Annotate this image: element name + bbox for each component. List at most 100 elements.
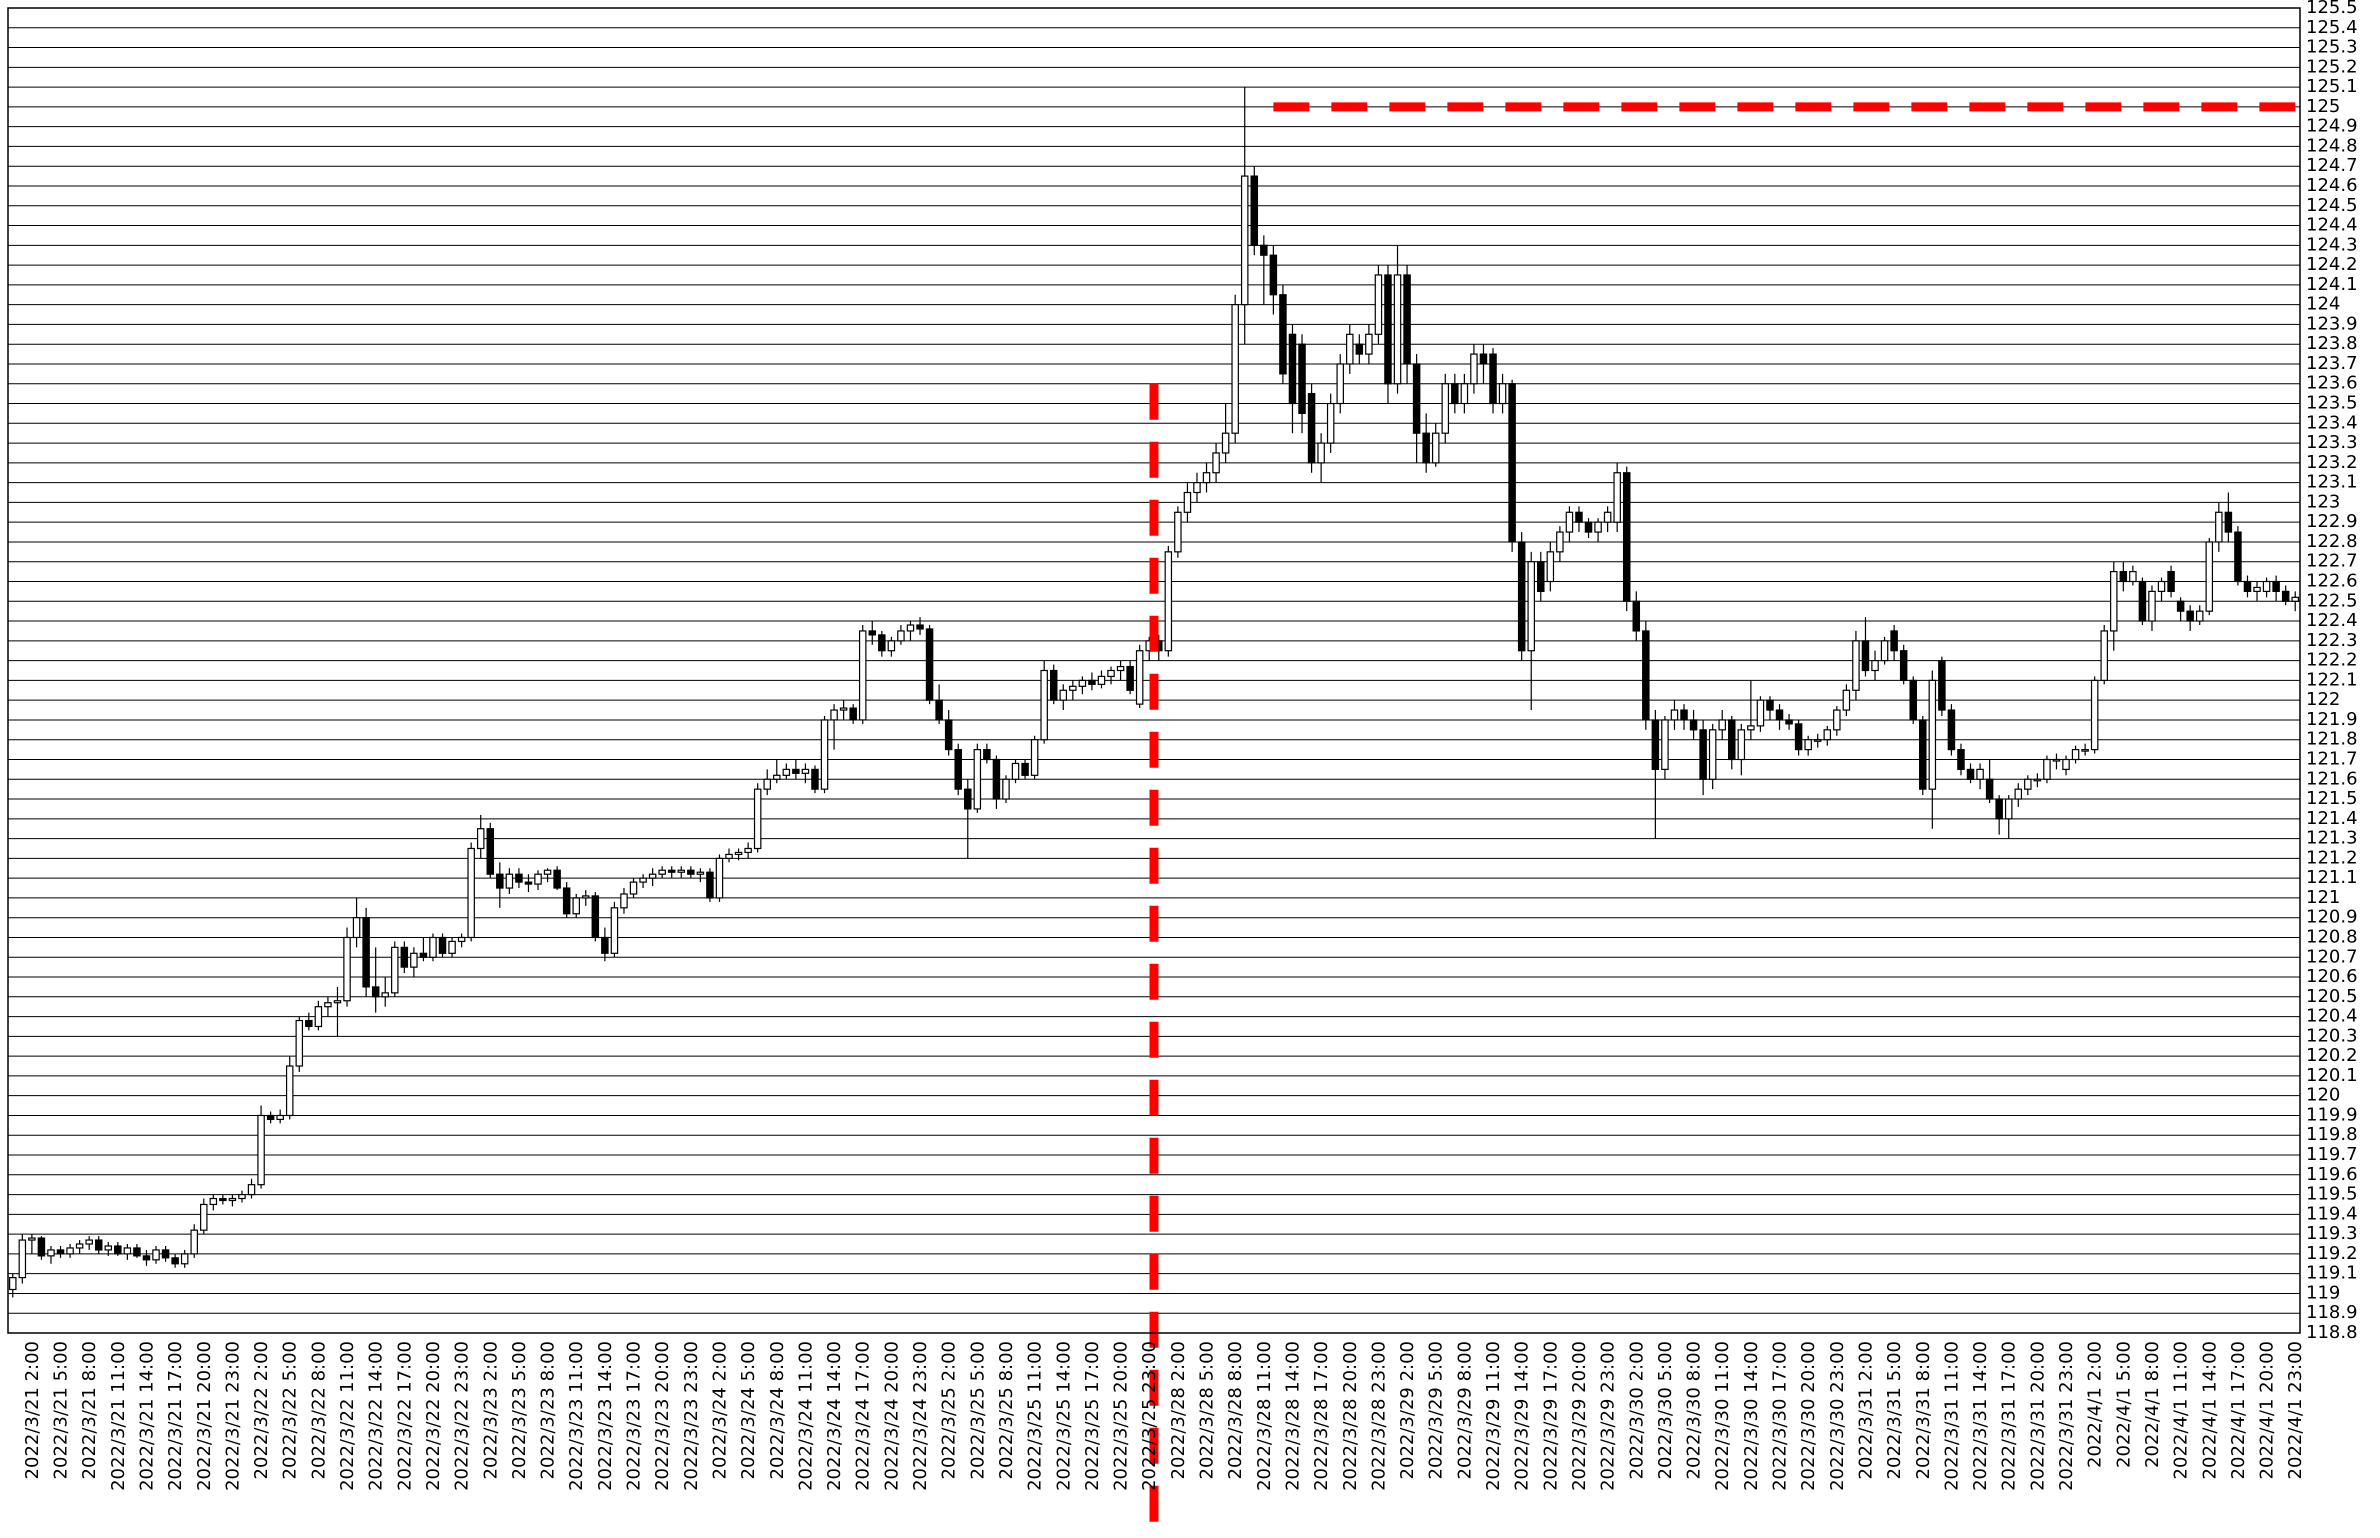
- x-tick-label: 2022/3/22 8:00: [308, 1341, 329, 1479]
- y-tick-label: 120.8: [2306, 926, 2358, 947]
- x-tick-label: 2022/3/31 5:00: [1884, 1341, 1905, 1479]
- x-tick-label: 2022/3/23 17:00: [624, 1341, 645, 1491]
- candle-body: [1565, 511, 1574, 533]
- x-tick-label: 2022/3/30 20:00: [1798, 1341, 1819, 1491]
- candle-body: [648, 873, 657, 879]
- candle-body: [343, 936, 351, 1002]
- x-tick-label: 2022/3/21 20:00: [194, 1341, 215, 1491]
- candle-body: [925, 628, 934, 701]
- x-tick-label: 2022/4/1 8:00: [2142, 1341, 2163, 1468]
- candle-body: [667, 869, 676, 873]
- y-tick-label: 121.3: [2306, 828, 2358, 849]
- x-tick-label: 2022/3/22 2:00: [251, 1341, 272, 1479]
- candle-body: [1365, 333, 1373, 355]
- y-tick-label: 125: [2306, 96, 2340, 117]
- x-tick-label: 2022/3/29 11:00: [1483, 1341, 1504, 1491]
- candle-body: [2119, 571, 2128, 583]
- x-tick-label: 2022/3/25 5:00: [967, 1341, 988, 1479]
- candle-body: [1451, 383, 1459, 405]
- x-tick-label: 2022/3/21 8:00: [79, 1341, 100, 1479]
- y-tick-label: 122.1: [2306, 669, 2358, 690]
- candle-body: [1403, 274, 1411, 365]
- y-tick-label: 121.9: [2306, 709, 2358, 730]
- candle-body: [1317, 442, 1325, 464]
- y-tick-label: 122.6: [2306, 571, 2358, 592]
- reference-lines: [1149, 102, 2296, 1525]
- candle-body: [161, 1249, 170, 1259]
- candle-body: [152, 1249, 160, 1261]
- candle-body: [677, 869, 686, 873]
- y-tick-label: 123.5: [2306, 393, 2358, 414]
- candle-body: [1279, 294, 1287, 375]
- candle-body: [1957, 749, 1965, 770]
- y-tick-label: 123.3: [2306, 432, 2358, 453]
- candle-body: [1747, 725, 1755, 731]
- y-tick-label: 121.2: [2306, 847, 2358, 868]
- y-tick-label: 119.7: [2306, 1144, 2358, 1165]
- candle-body: [381, 992, 389, 998]
- candle-body: [1794, 723, 1803, 751]
- candle-body: [1527, 561, 1535, 652]
- candle-body: [66, 1247, 74, 1255]
- x-tick-label: 2022/4/1 14:00: [2199, 1341, 2220, 1479]
- y-tick-label: 122: [2306, 689, 2340, 710]
- candle-body: [543, 869, 552, 875]
- candle-body: [964, 788, 972, 810]
- candle-body: [47, 1249, 55, 1257]
- y-tick-label: 118.9: [2306, 1302, 2358, 1323]
- y-tick-label: 120.5: [2306, 986, 2358, 1007]
- candle-body: [1326, 402, 1335, 444]
- candle-body: [1260, 244, 1268, 256]
- candle-body: [333, 1000, 342, 1004]
- x-tick-label: 2022/3/29 2:00: [1397, 1341, 1418, 1479]
- candle-body: [180, 1253, 189, 1265]
- candle-body: [582, 895, 590, 899]
- y-tick-label: 121.4: [2306, 808, 2358, 829]
- candle-body: [1088, 679, 1096, 685]
- candle-body: [1613, 472, 1621, 523]
- candle-body: [1556, 531, 1564, 553]
- x-tick-label: 2022/3/23 23:00: [681, 1341, 702, 1491]
- y-tick-label: 121.5: [2306, 788, 2358, 809]
- candle-body: [1966, 768, 1975, 780]
- candle-body: [1775, 709, 1784, 721]
- candle-body: [1537, 561, 1545, 592]
- candle-body: [2253, 586, 2261, 592]
- candle-body: [1040, 669, 1048, 741]
- candle-body: [1670, 709, 1679, 721]
- candle-body: [1689, 719, 1698, 731]
- x-tick-label: 2022/3/31 20:00: [2027, 1341, 2048, 1491]
- y-tick-label: 125.4: [2306, 17, 2358, 38]
- candle-body: [28, 1237, 36, 1241]
- candle-body: [1880, 640, 1889, 662]
- candle-body: [1346, 333, 1354, 365]
- candle-body: [1030, 739, 1039, 776]
- candle-body: [1355, 343, 1364, 355]
- candle-body: [2243, 580, 2252, 592]
- candle-body: [2138, 580, 2147, 622]
- candle-body: [524, 881, 533, 885]
- candle-body: [2100, 630, 2108, 681]
- candle-body: [2224, 511, 2233, 533]
- x-tick-label: 2022/3/29 8:00: [1454, 1341, 1475, 1479]
- candle-body: [983, 749, 991, 761]
- candle-body: [2052, 758, 2061, 762]
- candle-body: [1823, 729, 1832, 741]
- candle-body: [858, 630, 867, 721]
- candle-body: [496, 873, 504, 889]
- candle-body: [887, 640, 896, 652]
- candle-body: [1813, 739, 1822, 742]
- candle-body: [1976, 768, 1984, 780]
- x-tick-label: 2022/3/25 23:00: [1139, 1341, 1160, 1491]
- candle-body: [1995, 798, 2003, 820]
- y-tick-label: 120.6: [2306, 966, 2358, 987]
- x-tick-label: 2022/3/21 23:00: [222, 1341, 243, 1491]
- x-tick-label: 2022/3/28 23:00: [1368, 1341, 1389, 1491]
- candle-body: [94, 1239, 103, 1251]
- x-tick-label: 2022/3/30 2:00: [1626, 1341, 1647, 1479]
- x-tick-label: 2022/3/28 20:00: [1340, 1341, 1361, 1491]
- y-tick-label: 125.2: [2306, 56, 2358, 77]
- candle-body: [620, 893, 628, 909]
- x-tick-label: 2022/3/30 17:00: [1770, 1341, 1791, 1491]
- candle-body: [1947, 709, 1956, 751]
